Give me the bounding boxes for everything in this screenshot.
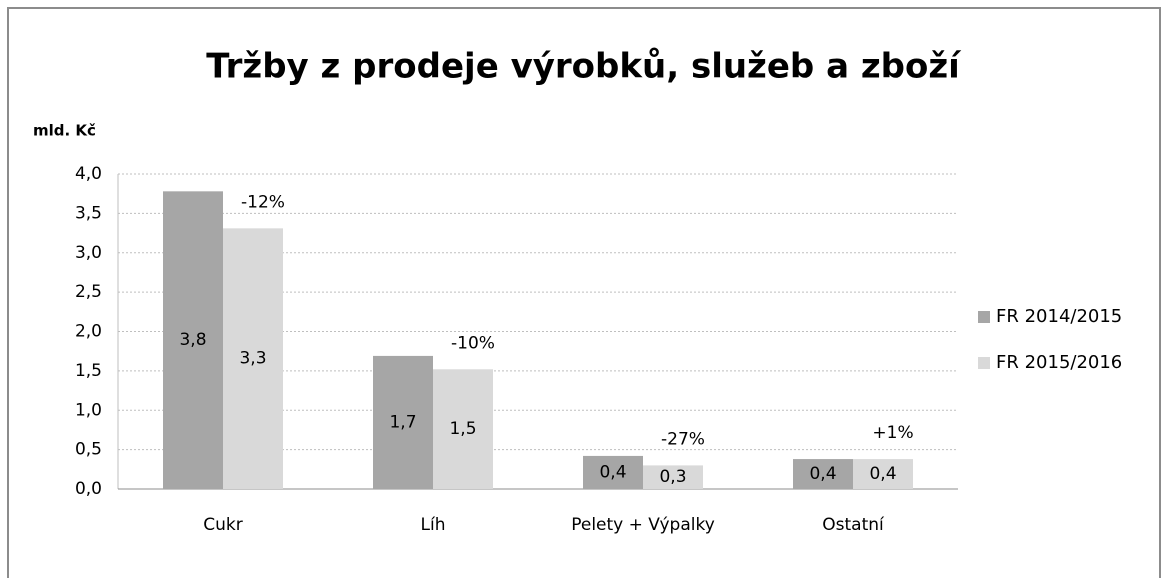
x-tick-label: Ostatní (822, 515, 885, 535)
chart-title: Tržby z prodeje výrobků, služeb a zboží (206, 47, 962, 87)
bar (223, 228, 283, 489)
y-tick-label: 4,0 (75, 164, 102, 184)
y-tick-label: 0,0 (75, 479, 102, 499)
change-annotation: -12% (241, 192, 285, 212)
bar (373, 355, 433, 489)
bar (793, 459, 853, 489)
legend-swatch (978, 357, 990, 369)
value-label: 1,5 (449, 419, 476, 439)
y-tick-label: 1,5 (75, 361, 102, 381)
value-label: 0,4 (599, 462, 626, 482)
y-axis-label: mld. Kč (33, 122, 96, 140)
value-label: 3,8 (179, 330, 206, 350)
value-label: 0,3 (659, 467, 686, 487)
change-annotation: -10% (451, 333, 495, 353)
y-tick-label: 1,0 (75, 400, 102, 420)
legend-label: FR 2014/2015 (996, 306, 1122, 327)
x-tick-label: Líh (421, 515, 446, 535)
y-tick-label: 2,5 (75, 282, 102, 302)
legend-swatch (978, 311, 990, 323)
bar (433, 369, 493, 489)
y-tick-label: 3,5 (75, 203, 102, 223)
change-annotation: +1% (872, 423, 913, 443)
change-annotation: -27% (661, 429, 705, 449)
bar (853, 459, 913, 489)
x-tick-label: Pelety + Výpalky (571, 515, 715, 535)
bar (163, 191, 223, 489)
y-tick-label: 2,0 (75, 322, 102, 342)
x-tick-label: Cukr (203, 515, 242, 535)
bar (643, 465, 703, 489)
value-label: 0,4 (809, 464, 836, 484)
value-label: 0,4 (869, 464, 896, 484)
y-tick-label: 3,0 (75, 243, 102, 263)
legend-label: FR 2015/2016 (996, 352, 1122, 373)
value-label: 1,7 (389, 412, 416, 432)
value-label: 3,3 (239, 349, 266, 369)
bar (583, 455, 643, 489)
y-tick-label: 0,5 (75, 440, 102, 460)
